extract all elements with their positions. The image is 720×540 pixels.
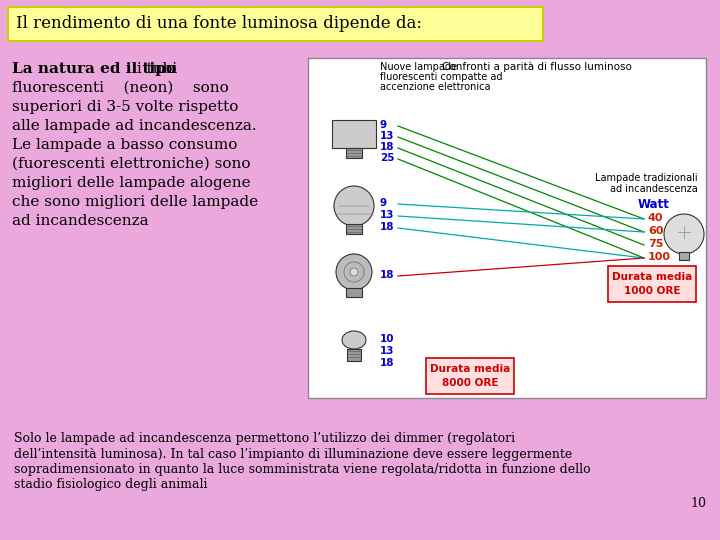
Text: fluorescenti compatte ad: fluorescenti compatte ad <box>380 72 503 82</box>
Text: Le lampade a basso consumo: Le lampade a basso consumo <box>12 138 238 152</box>
Text: 18: 18 <box>380 142 395 152</box>
Bar <box>347 349 361 361</box>
Text: ad incandescenza: ad incandescenza <box>611 184 698 194</box>
Text: 18: 18 <box>380 222 395 232</box>
Bar <box>346 148 362 158</box>
Text: superiori di 3-5 volte rispetto: superiori di 3-5 volte rispetto <box>12 100 238 114</box>
Text: 13: 13 <box>380 210 395 220</box>
Text: Nuove lampade: Nuove lampade <box>380 62 457 72</box>
Text: Confronti a parità di flusso luminoso: Confronti a parità di flusso luminoso <box>442 62 632 72</box>
Text: 100: 100 <box>648 252 671 262</box>
Text: fluorescenti    (neon)    sono: fluorescenti (neon) sono <box>12 81 229 95</box>
Text: 10: 10 <box>690 497 706 510</box>
Text: 40: 40 <box>648 213 664 223</box>
Text: migliori delle lampade alogene: migliori delle lampade alogene <box>12 176 251 190</box>
Bar <box>332 120 376 148</box>
Bar <box>346 288 362 297</box>
Ellipse shape <box>342 331 366 349</box>
Text: 10: 10 <box>380 334 395 344</box>
Text: Durata media
1000 ORE: Durata media 1000 ORE <box>612 272 692 295</box>
Text: Il rendimento di una fonte luminosa dipende da:: Il rendimento di una fonte luminosa dipe… <box>16 16 422 32</box>
Bar <box>308 58 706 398</box>
Text: (fuorescenti elettroniche) sono: (fuorescenti elettroniche) sono <box>12 157 251 171</box>
Text: sopradimensionato in quanto la luce somministrata viene regolata/ridotta in funz: sopradimensionato in quanto la luce somm… <box>14 463 590 476</box>
Bar <box>608 266 696 302</box>
FancyBboxPatch shape <box>8 7 543 41</box>
Text: alle lampade ad incandescenza.: alle lampade ad incandescenza. <box>12 119 256 133</box>
Text: 13: 13 <box>380 131 395 141</box>
Bar <box>426 358 514 394</box>
Text: Solo le lampade ad incandescenza permettono l’utilizzo dei dimmer (regolatori: Solo le lampade ad incandescenza permett… <box>14 432 515 445</box>
Text: 25: 25 <box>380 153 395 163</box>
Text: 13: 13 <box>380 346 395 356</box>
Text: 18: 18 <box>380 358 395 368</box>
Circle shape <box>350 268 358 276</box>
Text: dell’intensità luminosa). In tal caso l’impianto di illuminazione deve essere le: dell’intensità luminosa). In tal caso l’… <box>14 448 572 461</box>
Circle shape <box>336 254 372 290</box>
Text: La natura ed il tipo: La natura ed il tipo <box>12 62 176 76</box>
Text: 60: 60 <box>648 226 664 236</box>
Text: 75: 75 <box>648 239 663 249</box>
Text: 9: 9 <box>380 198 387 208</box>
Circle shape <box>664 214 704 254</box>
Bar <box>346 224 362 234</box>
Text: che sono migliori delle lampade: che sono migliori delle lampade <box>12 195 258 209</box>
Text: i tubi: i tubi <box>132 62 177 76</box>
Text: Lampade tradizionali: Lampade tradizionali <box>595 173 698 183</box>
Text: 18: 18 <box>380 270 395 280</box>
Text: 9: 9 <box>380 120 387 130</box>
Text: Durata media
8000 ORE: Durata media 8000 ORE <box>430 364 510 388</box>
Circle shape <box>334 186 374 226</box>
Text: stadio fisiologico degli animali: stadio fisiologico degli animali <box>14 478 207 491</box>
Text: Watt: Watt <box>638 198 670 211</box>
Text: accenzione elettronica: accenzione elettronica <box>380 82 490 92</box>
Text: ad incandescenza: ad incandescenza <box>12 214 148 228</box>
Bar <box>679 252 689 260</box>
